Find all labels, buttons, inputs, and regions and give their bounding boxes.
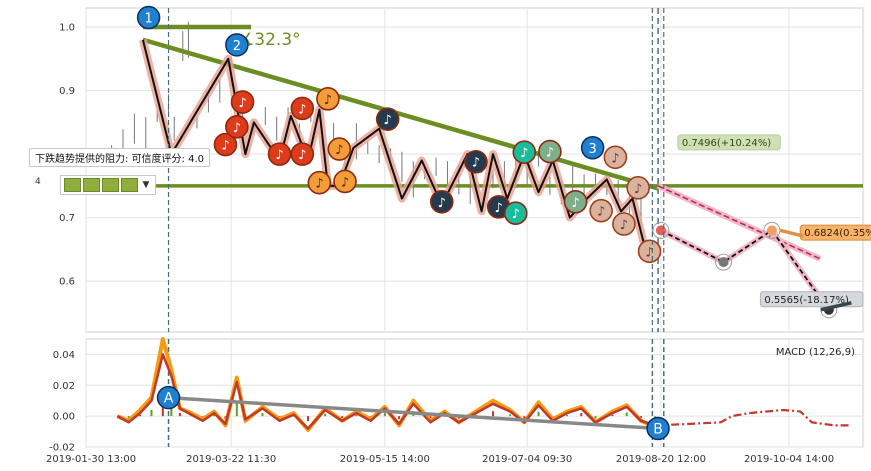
y-tick-label: 0.6 — [59, 277, 75, 288]
note-icon: ♪ — [298, 102, 306, 117]
note-icon: ♪ — [438, 196, 446, 211]
note-marker — [464, 149, 488, 174]
annotation-arrow — [779, 228, 804, 238]
badge — [102, 178, 119, 192]
note-marker — [290, 96, 315, 121]
note-marker — [538, 139, 562, 164]
note-marker — [563, 189, 588, 214]
annotation-arrow — [820, 301, 852, 312]
numbered-marker — [136, 5, 161, 30]
note-marker — [512, 140, 537, 165]
note-marker — [626, 175, 650, 200]
note-marker — [375, 107, 400, 131]
numbered-marker-label: 3 — [588, 142, 596, 157]
note-icon: ♪ — [233, 121, 241, 136]
numbered-marker — [580, 136, 605, 160]
note-marker — [290, 142, 315, 166]
y-tick-label: 0.02 — [53, 381, 75, 392]
numbered-marker-label: 2 — [233, 39, 241, 54]
angle-label: ∡32.3° — [239, 30, 301, 50]
note-icon: ♪ — [611, 151, 619, 166]
x-tick-label: 2019-10-04 14:00 — [744, 454, 834, 465]
y-tick-label: 0.7 — [59, 213, 75, 224]
x-tick-label: 2019-01-30 13:00 — [46, 454, 136, 465]
note-marker — [603, 145, 628, 170]
x-tick-label: 2019-07-04 09:30 — [482, 454, 572, 465]
arrow-icon: ▼ — [142, 180, 150, 190]
y-tick-fragment: 4 — [35, 177, 41, 187]
y-tick-label: 0.04 — [53, 350, 75, 361]
note-icon: ♪ — [238, 96, 246, 111]
macd-title: MACD (12,26,9) — [776, 347, 855, 358]
projection-point — [766, 225, 777, 236]
macd-marker — [646, 416, 670, 441]
note-icon: ♪ — [341, 175, 349, 190]
projection-dashed — [657, 185, 821, 260]
y-tick-label: 0.9 — [59, 86, 75, 97]
y-tick-label: 0.00 — [53, 412, 75, 423]
note-marker — [637, 239, 662, 264]
note-icon: ♪ — [597, 205, 605, 220]
numbered-marker — [225, 33, 249, 57]
macd-marker — [156, 385, 181, 410]
note-icon: ♪ — [384, 113, 392, 128]
note-icon: ♪ — [275, 148, 283, 163]
note-icon: ♪ — [335, 143, 343, 158]
note-marker — [589, 198, 613, 223]
note-marker — [503, 201, 528, 225]
macd-forecast-line — [655, 408, 852, 427]
note-marker — [307, 170, 332, 195]
note-icon: ♪ — [298, 148, 306, 163]
note-icon: ♪ — [546, 146, 554, 161]
note-icon: ♪ — [645, 245, 653, 260]
annotation-label: 0.7496(+10.24%) — [682, 138, 771, 149]
note-marker — [333, 169, 357, 194]
note-icon: ♪ — [221, 139, 229, 154]
projection-ring — [715, 253, 733, 271]
note-icon: ♪ — [324, 93, 332, 108]
macd-marker-label: A — [164, 391, 174, 407]
badge — [64, 178, 81, 192]
macd-trendline — [168, 395, 659, 431]
macd-marker-label: B — [653, 421, 663, 437]
note-marker — [230, 90, 255, 114]
resistance-tooltip: 下跌趋势提供的阻力: 可信度评分: 4.0 — [29, 148, 210, 167]
projection-ring — [652, 221, 670, 239]
annotation-label: 0.6824(0.35%) — [804, 228, 871, 239]
x-tick-label: 2019-03-22 11:30 — [186, 454, 276, 465]
projection-dashed — [660, 229, 830, 311]
x-tick-label: 2019-08-20 12:00 — [616, 454, 706, 465]
y-tick-label: 1.0 — [59, 23, 75, 34]
badge — [121, 178, 138, 192]
plot-frame — [85, 338, 864, 448]
macd-line — [116, 353, 656, 430]
note-icon: ♪ — [495, 201, 503, 216]
badge — [83, 178, 100, 192]
annotation-box — [799, 224, 871, 241]
note-icon: ♪ — [472, 156, 480, 171]
note-marker — [225, 115, 249, 139]
note-icon: ♪ — [571, 196, 579, 211]
note-marker — [327, 137, 352, 161]
tooltip-badges: ▼ — [60, 175, 156, 195]
note-marker — [213, 132, 238, 157]
note-marker — [316, 87, 340, 111]
projection-point — [655, 225, 666, 236]
note-icon: ♪ — [512, 207, 520, 222]
projection-point — [718, 257, 729, 268]
note-icon: ♪ — [634, 182, 642, 197]
chart-layer: ∡32.3° ♪ ♪ ♪ ♪ ♪ ♪ ♪ ♪ ♪ ♪ ♪ ♪ ♪ ♪ ♪ ♪ ♪ ♪ ♪ ♪ ♪ ♪ ♪ 1 2 3 0.7496(+… — [86, 5, 871, 447]
note-marker — [429, 189, 454, 214]
annotation-box — [677, 134, 781, 151]
numbered-marker-label: 1 — [144, 12, 152, 27]
note-icon: ♪ — [520, 146, 528, 161]
annotation-box — [759, 291, 864, 308]
x-tick-label: 2019-05-15 14:00 — [340, 454, 430, 465]
note-icon: ♪ — [620, 218, 628, 233]
y-tick-label: -0.02 — [49, 443, 75, 454]
note-marker — [612, 212, 636, 236]
annotation-label: 0.5565(-18.17%) — [764, 295, 849, 306]
note-icon: ♪ — [315, 177, 323, 192]
